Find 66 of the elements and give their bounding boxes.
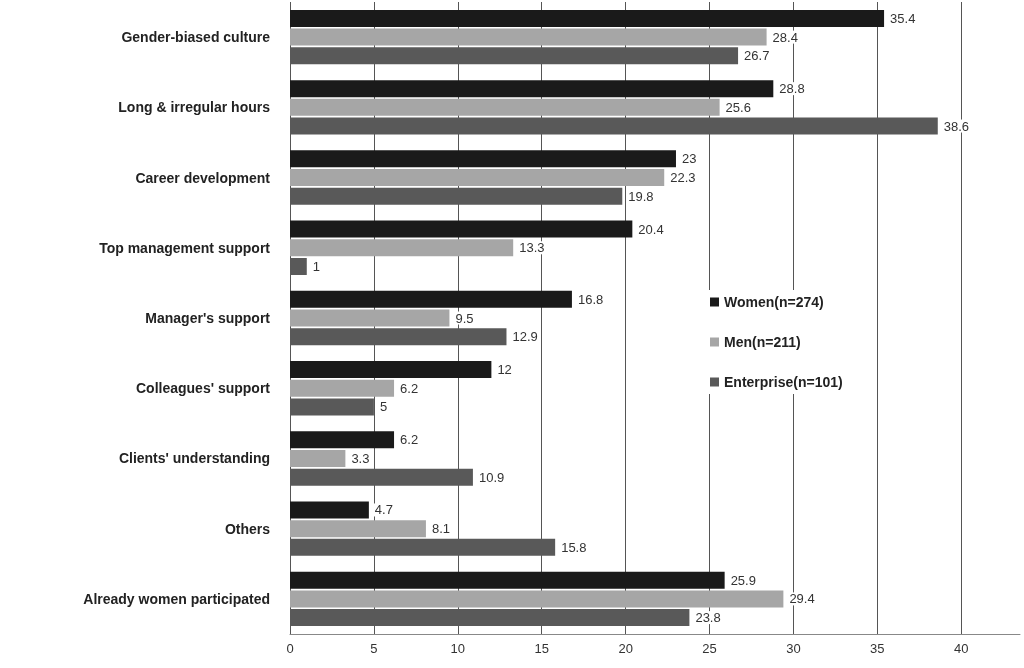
data-label: 26.7 [744,48,770,64]
bar [290,150,676,168]
bar [290,169,665,187]
x-tick-label: 30 [786,641,801,656]
data-label: 28.8 [779,81,805,97]
y-tick-label: Long & irregular hours [118,99,271,116]
y-tick-label: Gender-biased culture [121,29,271,46]
data-label: 10.9 [478,469,505,485]
data-label: 22.3 [670,170,696,186]
x-tick-label: 35 [870,641,885,656]
data-label: 9.5 [455,310,474,326]
x-tick-label: 40 [954,641,969,656]
data-label: 29.4 [789,591,815,607]
bar [290,290,572,308]
x-tick-label: 15 [534,641,549,656]
data-label: 6.2 [400,432,419,448]
bar [290,501,369,519]
data-label: 25.6 [725,99,751,115]
data-label: 3.3 [351,450,370,466]
bar [290,520,426,538]
bar [290,220,633,238]
legend-label: Women(n=274) [724,294,824,310]
bar [290,590,784,608]
x-tick-label: 20 [618,641,633,656]
data-label: 20.4 [638,221,664,237]
y-tick-label: Manager's support [145,310,271,326]
bar [290,571,725,589]
y-tick-label: Already women participated [83,590,270,607]
bar [290,98,720,116]
x-tick-label: 25 [702,641,717,656]
x-tick-label: 0 [286,641,294,656]
legend-label: Enterprise(n=101) [724,374,843,390]
bar [290,309,450,327]
y-tick-label: Top management support [99,239,271,256]
x-tick-label: 10 [450,641,466,656]
data-label: 12 [497,362,512,378]
x-tick-label: 5 [370,641,378,656]
bar [290,9,885,27]
bar [290,361,492,379]
data-label: 23 [681,151,697,167]
data-label: 19.8 [628,188,654,204]
bar [290,239,514,257]
data-label: 38.6 [943,118,970,134]
data-label: 25.9 [730,572,756,588]
y-tick-label: Career development [135,169,271,186]
bar [290,431,395,449]
legend-label: Men(n=211) [724,334,801,350]
y-tick-label: Colleagues' support [135,380,271,397]
data-label: 35.4 [890,10,916,26]
data-label: 15.8 [561,539,587,555]
bar [290,449,346,467]
data-label: 6.2 [400,380,419,396]
data-label: 16.8 [577,291,604,307]
data-label: 8.1 [431,521,451,537]
data-label: 12.9 [512,329,538,345]
data-label: 4.7 [374,502,393,518]
bar [290,379,395,397]
data-label: 28.4 [772,29,798,45]
data-label: 13.3 [519,240,545,256]
y-tick-label: Others [224,520,271,537]
data-label: 5 [379,399,388,415]
bar [290,80,774,98]
y-tick-label: Clients' understanding [118,450,270,467]
bar [290,28,767,46]
data-label: 23.8 [695,610,721,626]
data-label: 1 [312,258,321,274]
